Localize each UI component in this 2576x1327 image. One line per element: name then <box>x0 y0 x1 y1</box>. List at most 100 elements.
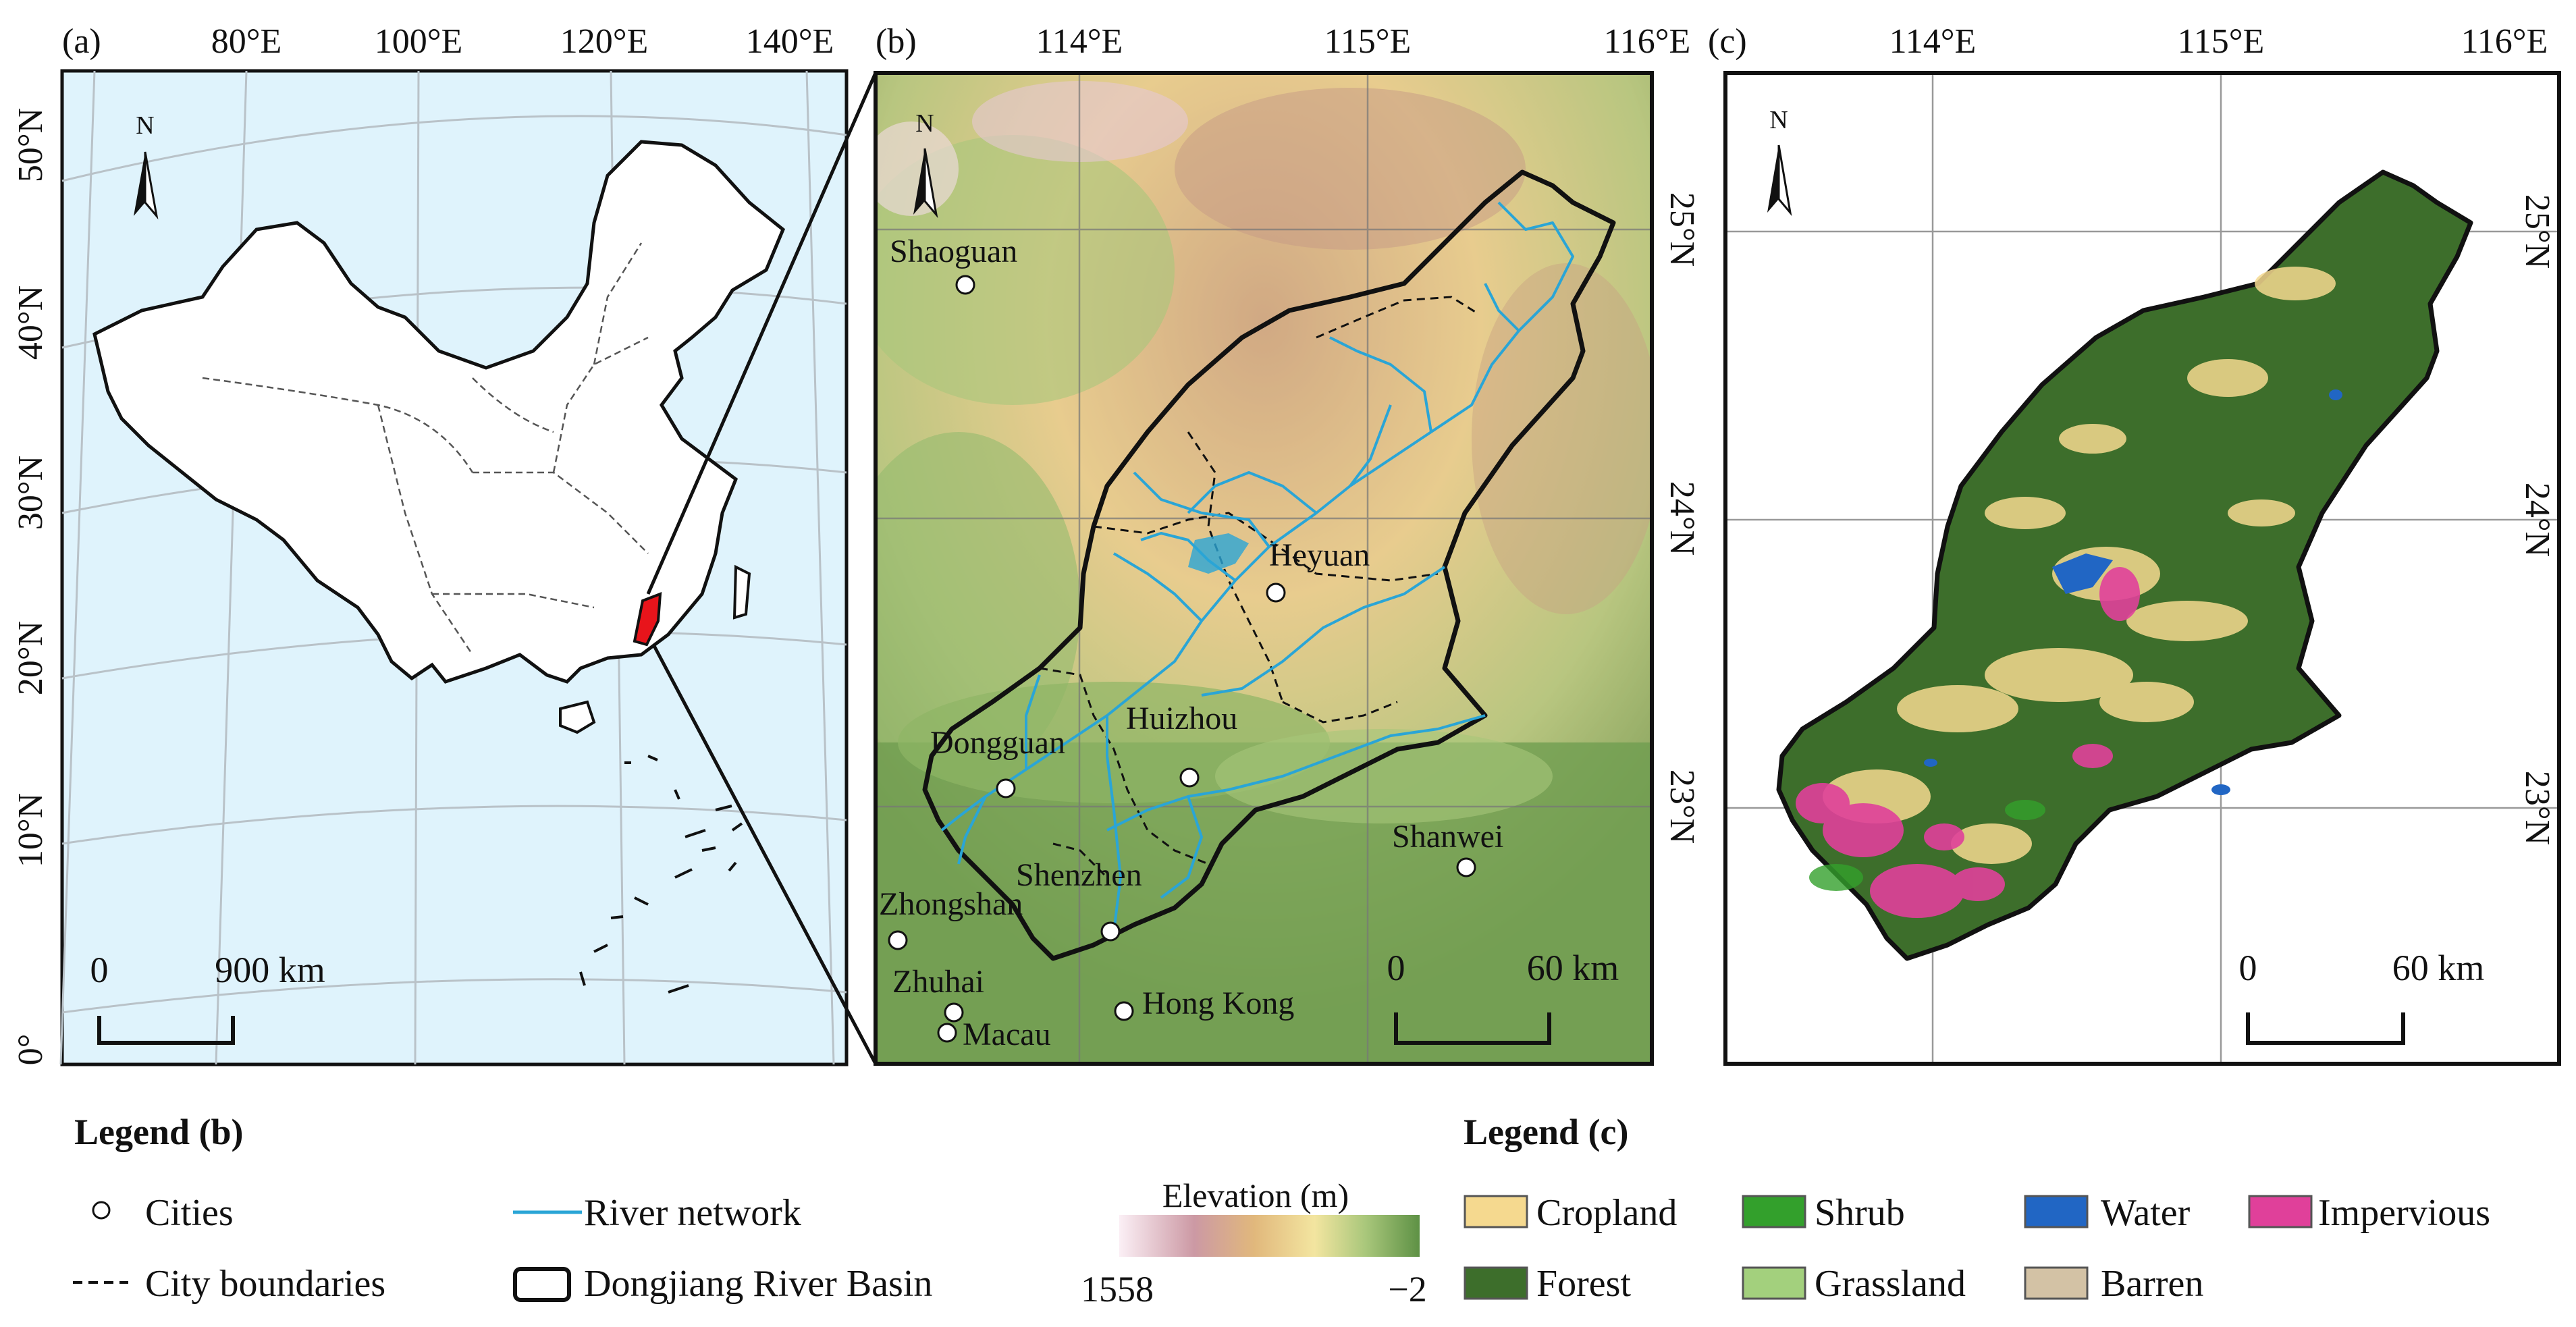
impervious-patches <box>1796 567 2140 918</box>
city-label-shanwei: Shanwei <box>1392 819 1503 855</box>
legend-water-swatch <box>2024 1195 2089 1228</box>
panel-c-label: (c) <box>1708 22 1747 61</box>
legend-b-title: Legend (b) <box>74 1112 244 1152</box>
city-label-hongkong: Hong Kong <box>1142 985 1294 1021</box>
lon-label-c-0: 114°E <box>1889 22 1977 61</box>
legend-barren-label: Barren <box>2101 1263 2203 1305</box>
legend-boundary-label: City boundaries <box>145 1263 385 1305</box>
city-marker-hongkong <box>1114 1001 1134 1021</box>
lon-label-a-3: 140°E <box>746 22 834 61</box>
elevation-max-label: 1558 <box>1081 1269 1154 1309</box>
north-label-a: N <box>136 111 154 140</box>
legend-water-label: Water <box>2101 1192 2191 1234</box>
city-label-huizhou: Huizhou <box>1126 701 1237 736</box>
city-marker-zhongshan <box>888 930 908 950</box>
panel-a-label: (a) <box>62 22 101 61</box>
elevation-title: Elevation (m) <box>1162 1176 1349 1214</box>
lon-label-b-1: 115°E <box>1324 22 1412 61</box>
panel-b-label: (b) <box>876 22 917 61</box>
lat-label-a-0: 50°N <box>11 108 50 182</box>
basin-highlight <box>633 591 662 647</box>
city-marker-shaoguan <box>955 275 975 295</box>
legend-cities-label: Cities <box>145 1192 234 1234</box>
scale-zero-c: 0 <box>2239 948 2257 988</box>
city-boundaries-b <box>1039 296 1479 879</box>
zoom-connectors <box>646 72 878 1065</box>
taiwan-island <box>732 564 751 620</box>
city-label-zhuhai: Zhuhai <box>892 964 984 1000</box>
legend-impervious-label: Impervious <box>2318 1192 2490 1234</box>
city-marker-macau <box>937 1023 957 1043</box>
city-marker-dongguan <box>996 778 1016 798</box>
panel-c-frame <box>1723 71 2561 1066</box>
lat-label-b-0: 25°N <box>1663 192 1701 267</box>
north-label-b: N <box>915 109 934 138</box>
legend-river-label: River network <box>584 1192 801 1234</box>
river-network-b <box>940 201 1574 932</box>
legend-forest-label: Forest <box>1536 1263 1631 1305</box>
scale-value-c: 60 km <box>2392 948 2485 988</box>
city-label-dongguan: Dongguan <box>930 725 1065 761</box>
hainan-island <box>559 700 596 734</box>
lon-label-b-2: 116°E <box>1604 22 1691 61</box>
scale-value-a: 900 km <box>215 950 325 990</box>
lat-label-b-1: 24°N <box>1663 481 1701 556</box>
legend-forest-swatch <box>1464 1266 1528 1300</box>
scale-bar-c: 0 60 km <box>2239 948 2485 1045</box>
lon-label-a-1: 100°E <box>375 22 463 61</box>
water-patches <box>1924 389 2342 795</box>
panel-c: N 0 60 km (c) 114°E 115°E 116°E 25°N 24°… <box>1708 22 2561 1066</box>
lat-label-a-4: 10°N <box>11 793 50 867</box>
north-arrow-a: N <box>134 111 159 220</box>
city-label-heyuan: Heyuan <box>1269 537 1370 573</box>
lon-label-c-1: 115°E <box>2178 22 2265 61</box>
china-outline <box>92 140 786 684</box>
lat-label-c-2: 23°N <box>2518 771 2556 845</box>
panel-b: Shaoguan Heyuan Dongguan Huizhou Shanwei… <box>874 22 1701 1066</box>
legend-cropland-swatch <box>1464 1195 1528 1228</box>
lat-label-a-2: 30°N <box>11 456 50 530</box>
legend-basin-label: Dongjiang River Basin <box>584 1263 932 1305</box>
province-boundaries <box>202 242 649 655</box>
legend-c-title: Legend (c) <box>1464 1112 1628 1152</box>
lat-label-a-3: 20°N <box>11 621 50 695</box>
lon-label-b-0: 114°E <box>1036 22 1123 61</box>
city-marker-heyuan <box>1266 583 1286 603</box>
legend-impervious-swatch <box>2248 1195 2313 1228</box>
legend-barren-swatch <box>2024 1266 2089 1300</box>
city-marker-shenzhen <box>1100 921 1121 942</box>
lat-label-b-2: 23°N <box>1663 769 1701 844</box>
lat-label-a-1: 40°N <box>11 286 50 360</box>
legend-c: Legend (c) Cropland Shrub Water Impervio… <box>1464 1112 2490 1305</box>
city-marker-zhuhai <box>944 1002 964 1023</box>
legend-shrub-label: Shrub <box>1815 1192 1905 1234</box>
lat-label-c-1: 24°N <box>2518 483 2556 557</box>
scale-value-b: 60 km <box>1527 948 1619 988</box>
shrub-patches <box>1809 800 2045 891</box>
legend-shrub-swatch <box>1742 1195 1806 1228</box>
south-china-sea-islands <box>579 755 743 994</box>
scale-bar-a: 0 900 km <box>90 950 325 1045</box>
north-arrow-c: N <box>1767 106 1792 217</box>
city-markers <box>888 275 1476 1043</box>
panel-b-frame <box>874 71 1654 1066</box>
reservoir-b <box>1188 533 1249 574</box>
scale-zero-a: 0 <box>90 950 109 990</box>
lat-label-a-5: 0° <box>11 1034 50 1066</box>
lon-label-c-2: 116°E <box>2461 22 2548 61</box>
lon-label-a-0: 80°E <box>211 22 282 61</box>
panel-a: N 0 900 km (a) 80°E 100°E 120°E 140°E 50… <box>11 22 849 1066</box>
lon-label-a-2: 120°E <box>560 22 649 61</box>
north-label-c: N <box>1769 106 1788 134</box>
city-label-macau: Macau <box>963 1017 1051 1052</box>
basin-outline-b <box>922 169 1616 961</box>
elevation-min-label: −2 <box>1388 1269 1426 1309</box>
city-label-shenzhen: Shenzhen <box>1016 857 1142 893</box>
legend-grassland-label: Grassland <box>1815 1263 1966 1305</box>
city-label-shaoguan: Shaoguan <box>890 234 1017 269</box>
scale-bar-b: 0 60 km <box>1387 948 1619 1045</box>
city-marker-huizhou <box>1179 767 1200 788</box>
city-labels: Shaoguan Heyuan Dongguan Huizhou Shanwei… <box>879 234 1503 1052</box>
legend-cities-symbol <box>92 1201 111 1220</box>
